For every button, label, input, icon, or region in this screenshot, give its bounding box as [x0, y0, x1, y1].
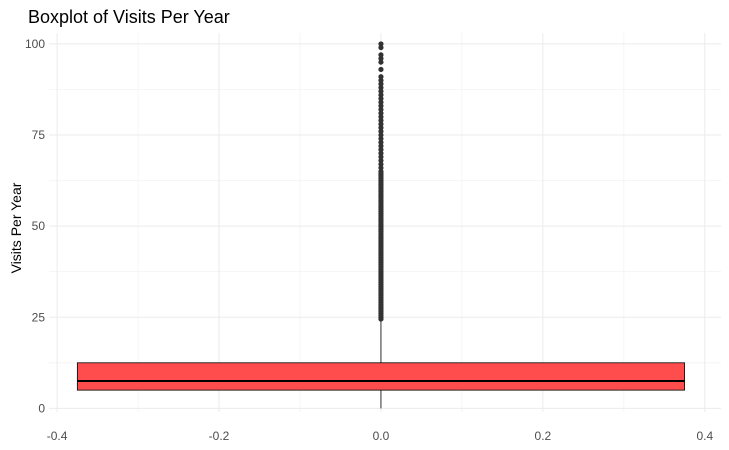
outlier-point: [378, 114, 384, 120]
outliers-group: [378, 41, 384, 322]
box-iqr: [76, 362, 685, 391]
outlier-point: [378, 132, 384, 138]
outlier-point: [378, 99, 384, 105]
y-axis-label: Visits Per Year: [8, 182, 24, 273]
outlier-point: [378, 92, 384, 98]
outlier-point: [378, 66, 384, 73]
outlier-point: [378, 139, 384, 145]
outlier-point: [378, 154, 384, 160]
outlier-point: [378, 77, 384, 83]
outlier-point: [378, 128, 384, 134]
y-tick-label: 75: [32, 128, 46, 142]
outlier-point: [378, 110, 384, 116]
outlier-point: [378, 161, 384, 167]
y-tick-label: 25: [32, 310, 46, 324]
outlier-point: [378, 44, 384, 51]
x-tick-label: -0.4: [47, 429, 68, 443]
outlier-point: [378, 165, 384, 171]
outlier-point: [378, 168, 384, 175]
x-tick-label: 0.4: [696, 429, 713, 443]
outlier-point: [378, 125, 384, 131]
x-tick-label: 0.0: [373, 429, 390, 443]
outlier-point: [378, 81, 384, 87]
outlier-point: [378, 74, 384, 80]
outlier-point: [378, 136, 384, 142]
x-tick-label: 0.2: [535, 429, 552, 443]
outlier-point: [378, 147, 384, 153]
x-tick-label: -0.2: [209, 429, 230, 443]
outlier-point: [378, 41, 384, 47]
outlier-point: [378, 117, 384, 124]
outlier-point: [378, 103, 384, 109]
axis-ticks: 0 25 50 75 100 -0.4 -0.2 0.0 0.2 0.4: [25, 37, 714, 443]
outlier-point: [378, 143, 384, 149]
outlier-point: [378, 121, 384, 127]
outlier-point: [378, 85, 384, 91]
grid-lines: [49, 33, 721, 412]
outlier-point: [378, 106, 384, 113]
outlier-point: [378, 157, 384, 164]
outlier-point: [378, 59, 384, 65]
y-tick-label: 0: [38, 401, 45, 415]
y-tick-label: 100: [25, 37, 45, 51]
outlier-point: [378, 88, 384, 94]
outlier-point: [378, 95, 384, 102]
chart-title: Boxplot of Visits Per Year: [28, 7, 230, 27]
y-tick-label: 50: [32, 219, 46, 233]
box-group: [76, 320, 685, 409]
outlier-point: [378, 55, 384, 62]
outlier-point: [378, 150, 384, 156]
outlier-point: [378, 52, 384, 58]
